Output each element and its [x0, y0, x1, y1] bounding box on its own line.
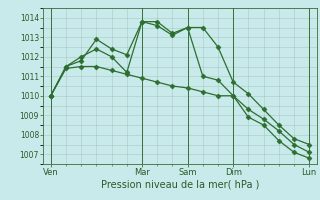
X-axis label: Pression niveau de la mer( hPa ): Pression niveau de la mer( hPa ) — [101, 180, 259, 190]
